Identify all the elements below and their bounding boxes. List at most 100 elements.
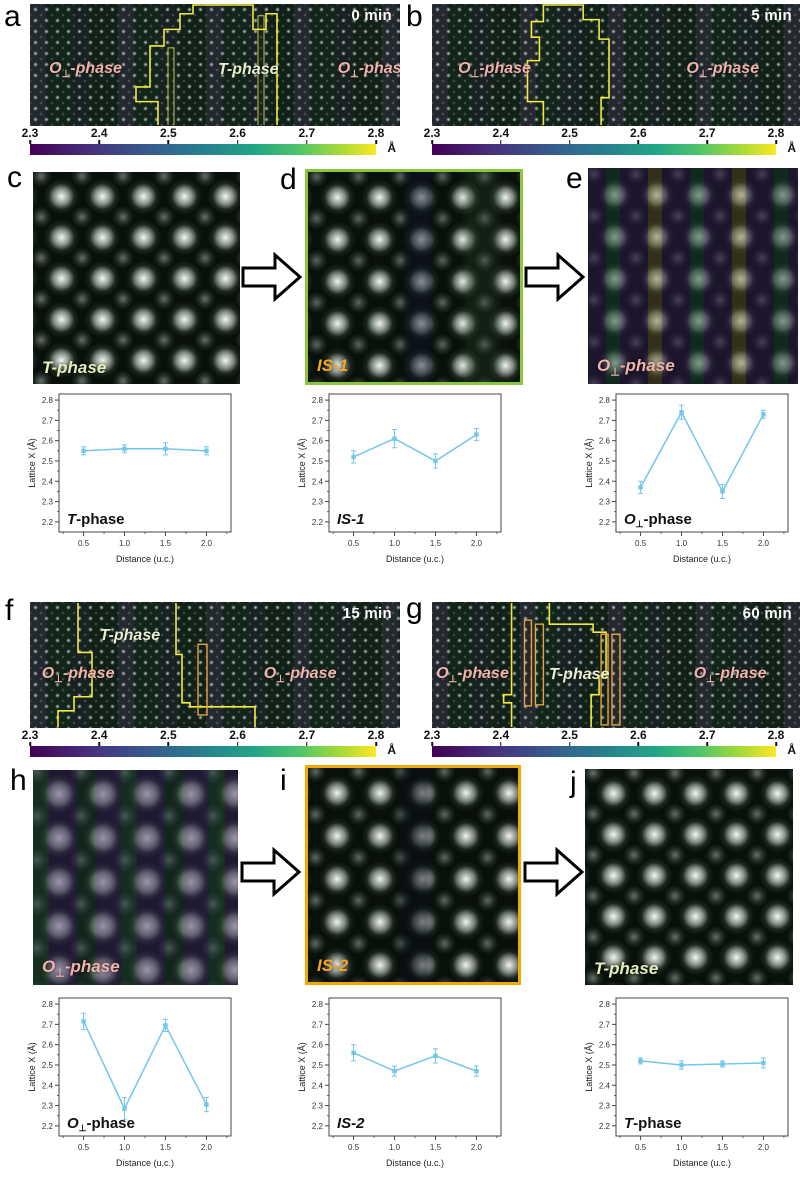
svg-text:0.5: 0.5: [78, 1143, 90, 1152]
panel-letter-a: a: [4, 0, 21, 33]
colorbar-tick-mark: [167, 742, 170, 746]
colorbar-tick-label: 2.8: [767, 728, 785, 742]
svg-text:2.8: 2.8: [599, 1000, 611, 1009]
panel-letter-f: f: [5, 594, 14, 627]
phase-boundary-overlay-a: [135, 4, 278, 126]
svg-text:0.5: 0.5: [635, 539, 647, 548]
svg-text:2.6: 2.6: [42, 437, 54, 446]
svg-text:2.7: 2.7: [312, 1020, 324, 1029]
colorbar-tick-mark: [706, 140, 708, 144]
colorbar-scale: 2.3 2.4 2.5 2.6 2.7 2.8: [22, 126, 384, 156]
phase-label-c: T-phase: [42, 358, 107, 377]
svg-text:0.5: 0.5: [348, 1143, 360, 1152]
svg-text:1.0: 1.0: [389, 1143, 401, 1152]
colorbar-tick-label: 2.6: [229, 728, 246, 742]
svg-text:2.3: 2.3: [312, 498, 324, 507]
colorbar-tick-mark: [375, 742, 377, 746]
phase-label-i: IS-2: [317, 956, 349, 975]
svg-text:2.6: 2.6: [599, 1041, 611, 1050]
svg-text:O⊥-phase: O⊥-phase: [67, 1115, 135, 1133]
stem-image-g: 60 min O⊥-phase T-phase O⊥-phase: [432, 602, 800, 728]
phase-label: O⊥-phase: [458, 59, 531, 80]
colorbar-tick-mark: [500, 742, 502, 746]
svg-text:T-phase: T-phase: [67, 511, 125, 528]
svg-text:IS-1: IS-1: [337, 511, 365, 528]
colorbar-g: 2.3 2.4 2.5 2.6 2.7 2.8 Å: [424, 728, 800, 758]
svg-text:1.5: 1.5: [717, 1143, 729, 1152]
svg-text:Distance (u.c.): Distance (u.c.): [116, 1158, 174, 1168]
svg-text:2.3: 2.3: [42, 1102, 54, 1111]
svg-text:2.2: 2.2: [42, 1122, 54, 1131]
panel-letter-b: b: [406, 0, 423, 33]
lattice-plot-i: 2.2 2.3 2.4 2.5 2.6 2.7 2.8 0.5 1.0 1.5 2.0 Lattice…: [296, 990, 508, 1180]
svg-text:2.4: 2.4: [599, 477, 611, 486]
colorbar-tick-label: 2.7: [298, 126, 316, 140]
svg-text:2.0: 2.0: [758, 1143, 770, 1152]
svg-text:Distance (u.c.): Distance (u.c.): [116, 554, 174, 564]
colorbar-tick-label: 2.8: [367, 728, 385, 742]
svg-text:2.4: 2.4: [312, 1081, 324, 1090]
svg-text:2.5: 2.5: [599, 1061, 611, 1070]
phase-label: T-phase: [548, 666, 610, 684]
colorbar-tick-label: 2.4: [90, 728, 108, 742]
svg-text:2.2: 2.2: [42, 518, 54, 527]
svg-text:2.8: 2.8: [312, 1000, 324, 1009]
svg-text:1.0: 1.0: [119, 539, 131, 548]
svg-text:2.8: 2.8: [42, 1000, 54, 1009]
lattice-plot-c: 2.2 2.3 2.4 2.5 2.6 2.7 2.8 0.5 1.0 1.5 2.0 Lattice…: [26, 386, 238, 576]
colorbar-unit: Å: [387, 743, 396, 757]
lattice-image-d: IS-1: [305, 169, 523, 385]
time-label-g: 60 min: [742, 605, 792, 622]
svg-text:2.3: 2.3: [312, 1102, 324, 1111]
colorbar-tick-mark: [29, 140, 31, 144]
colorbar-tick-mark: [431, 742, 433, 746]
colorbar-tick-mark: [236, 742, 239, 746]
svg-text:Lattice X (Å): Lattice X (Å): [27, 1042, 37, 1092]
arrow-right-icon: [523, 847, 585, 897]
svg-text:2.0: 2.0: [201, 539, 213, 548]
colorbar-tick-mark: [775, 742, 777, 746]
colorbar-a: 2.3 2.4 2.5 2.6 2.7 2.8 Å: [22, 126, 400, 156]
svg-text:2.4: 2.4: [42, 1081, 54, 1090]
colorbar-tick-mark: [375, 140, 377, 144]
time-label-b: 5 min: [751, 7, 792, 24]
panel-letter-g: g: [406, 592, 423, 625]
colorbar-tick-mark: [306, 140, 308, 144]
colorbar-tick-label: 2.8: [767, 126, 785, 140]
stem-image-f: 15 min T-phase O⊥-phase O⊥-phase: [30, 602, 400, 728]
panel-letter-j: j: [570, 766, 577, 799]
svg-text:2.0: 2.0: [471, 1143, 483, 1152]
colorbar-tick-mark: [167, 140, 170, 144]
phase-label-h: O⊥-phase: [42, 956, 120, 979]
colorbar-scale: 2.3 2.4 2.5 2.6 2.7 2.8: [22, 728, 384, 758]
colorbar-f: 2.3 2.4 2.5 2.6 2.7 2.8 Å: [22, 728, 400, 758]
svg-text:2.3: 2.3: [599, 1102, 611, 1111]
svg-text:2.6: 2.6: [599, 437, 611, 446]
svg-text:1.5: 1.5: [160, 539, 172, 548]
svg-text:1.5: 1.5: [430, 1143, 442, 1152]
colorbar-unit: Å: [787, 743, 796, 757]
colorbar-tick-mark: [637, 742, 640, 746]
panel-letter-c: c: [7, 161, 22, 194]
phase-label: O⊥-phase: [686, 59, 760, 80]
colorbar-tick-mark: [775, 140, 777, 144]
colorbar-tick-mark: [98, 742, 100, 746]
panel-letter-h: h: [10, 764, 27, 797]
svg-text:2.7: 2.7: [599, 1020, 611, 1029]
svg-text:2.7: 2.7: [42, 1020, 54, 1029]
colorbar-tick-label: 2.4: [90, 126, 108, 140]
svg-text:0.5: 0.5: [635, 1143, 647, 1152]
colorbar-tick-label: 2.7: [698, 126, 716, 140]
svg-text:Lattice X (Å): Lattice X (Å): [297, 438, 307, 488]
svg-text:Distance (u.c.): Distance (u.c.): [386, 554, 444, 564]
svg-text:2.5: 2.5: [312, 1061, 324, 1070]
arrow-right-icon: [240, 847, 302, 897]
phase-label: O⊥-phase: [49, 59, 122, 80]
svg-text:2.3: 2.3: [599, 498, 611, 507]
svg-text:Distance (u.c.): Distance (u.c.): [673, 1158, 731, 1168]
svg-text:2.8: 2.8: [599, 396, 611, 405]
colorbar-tick-mark: [568, 742, 571, 746]
lattice-image-c: T-phase: [33, 172, 240, 384]
colorbar-tick-label: 2.4: [492, 728, 510, 742]
